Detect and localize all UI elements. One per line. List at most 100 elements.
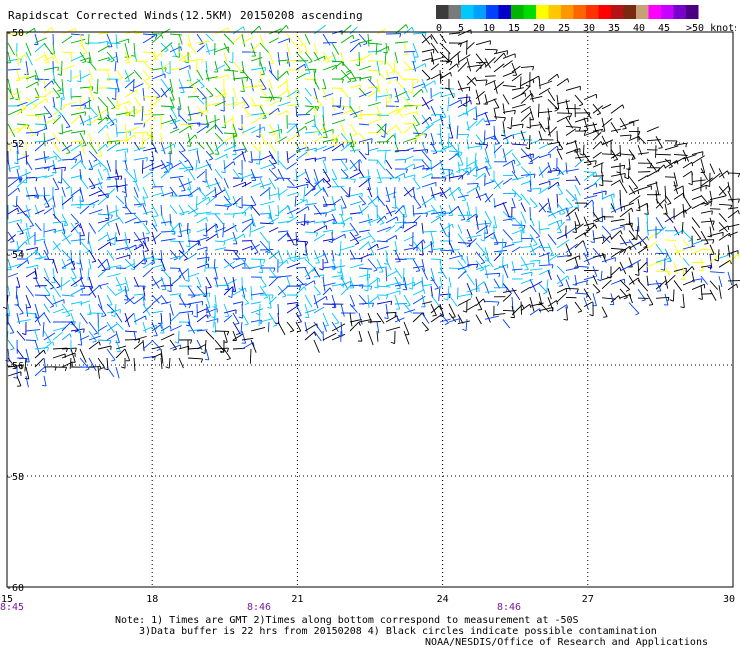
wind-barb: [52, 177, 60, 190]
wind-barb: [70, 174, 82, 179]
wind-barb-flag: [631, 158, 636, 161]
wind-barb: [421, 150, 432, 162]
wind-barb: [151, 264, 164, 269]
wind-barb: [88, 159, 94, 170]
wind-barb: [295, 113, 310, 116]
wind-barb: [511, 260, 516, 274]
wind-barb: [133, 51, 138, 63]
wind-barb: [69, 357, 72, 369]
wind-barb-flag: [66, 258, 71, 262]
wind-barb-flag: [350, 216, 353, 222]
wind-barb: [439, 187, 452, 197]
wind-barb-flag: [361, 284, 364, 289]
wind-barb: [42, 321, 45, 337]
wind-barb-flag: [296, 104, 299, 109]
wind-barb: [403, 235, 415, 242]
wind-barb: [52, 159, 57, 174]
wind-barb: [430, 116, 445, 125]
wind-barb-flag: [635, 229, 640, 232]
wind-barb-flag: [341, 143, 344, 148]
wind-barb: [25, 264, 39, 269]
wind-barb: [97, 143, 107, 152]
wind-barb: [466, 165, 478, 176]
wind-barb: [700, 265, 712, 268]
wind-barb-flag: [76, 80, 81, 83]
time-label: 8:46: [497, 602, 521, 613]
wind-barb: [421, 267, 429, 280]
wind-barb: [349, 312, 353, 327]
wind-barb-flag: [43, 349, 46, 354]
wind-barb: [457, 270, 467, 279]
wind-barb: [538, 121, 546, 133]
wind-barb: [43, 66, 59, 71]
wind-barb: [214, 123, 224, 135]
wind-barb: [538, 238, 545, 252]
wind-barb: [727, 198, 740, 201]
wind-barb: [88, 105, 98, 117]
wind-barb-flag: [625, 289, 630, 292]
wind-barb: [565, 128, 577, 136]
wind-barb: [592, 128, 604, 132]
wind-barb: [528, 135, 531, 150]
wind-barb: [412, 83, 425, 89]
wind-barb: [385, 224, 396, 233]
wind-barb: [367, 131, 382, 134]
wind-barb: [457, 170, 469, 180]
wind-barb: [115, 168, 120, 180]
wind-barb: [34, 267, 38, 279]
wind-barb-flag: [305, 126, 308, 131]
wind-barb: [88, 240, 93, 254]
wind-barb: [367, 295, 379, 305]
wind-barb: [250, 126, 265, 134]
legend-label: 25: [558, 23, 570, 34]
wind-barb: [619, 207, 632, 218]
wind-barb-flag: [264, 99, 270, 102]
wind-barb: [295, 276, 305, 286]
wind-barb: [529, 90, 534, 103]
wind-barb: [556, 221, 565, 231]
wind-barb-flag: [19, 177, 22, 182]
wind-barb: [349, 319, 362, 323]
wind-barb-flag: [613, 159, 618, 161]
wind-barb: [79, 177, 89, 190]
wind-barb: [565, 267, 579, 271]
wind-barb-flag: [498, 273, 501, 278]
wind-barb: [574, 301, 583, 312]
wind-barb-flag: [23, 125, 27, 130]
wind-barb: [421, 78, 428, 93]
wind-barb-flag: [160, 324, 163, 329]
wind-barb: [375, 42, 378, 55]
wind-barb-flag: [202, 180, 207, 183]
wind-barb: [96, 78, 99, 94]
wind-barb: [502, 211, 513, 222]
wind-barb: [403, 78, 419, 81]
wind-barb: [97, 294, 103, 309]
wind-barb-flag: [86, 124, 91, 126]
wind-barb: [340, 60, 351, 72]
wind-barb: [439, 168, 453, 171]
wind-barb: [421, 230, 437, 233]
wind-barb-flag: [223, 241, 226, 246]
wind-barb: [16, 204, 27, 216]
wind-barb: [331, 198, 342, 206]
wind-barb-flag: [200, 85, 205, 89]
wind-barb: [502, 283, 512, 295]
wind-barb-flag: [551, 264, 554, 269]
wind-barb: [331, 96, 335, 111]
wind-barb: [376, 226, 391, 233]
wind-barb: [43, 240, 49, 254]
wind-barb: [682, 279, 695, 286]
wind-barb: [322, 265, 335, 269]
wind-barb: [97, 241, 111, 251]
wind-barb: [169, 276, 172, 292]
wind-barb-flag: [416, 187, 421, 190]
wind-barb-flag: [525, 147, 530, 150]
wind-barb: [97, 159, 108, 170]
wind-barb: [447, 96, 450, 112]
wind-barb-flag: [57, 159, 62, 162]
wind-barb-flag: [156, 348, 161, 352]
wind-barb-flag: [48, 115, 53, 119]
wind-barb: [457, 224, 463, 234]
wind-barb: [664, 194, 672, 204]
